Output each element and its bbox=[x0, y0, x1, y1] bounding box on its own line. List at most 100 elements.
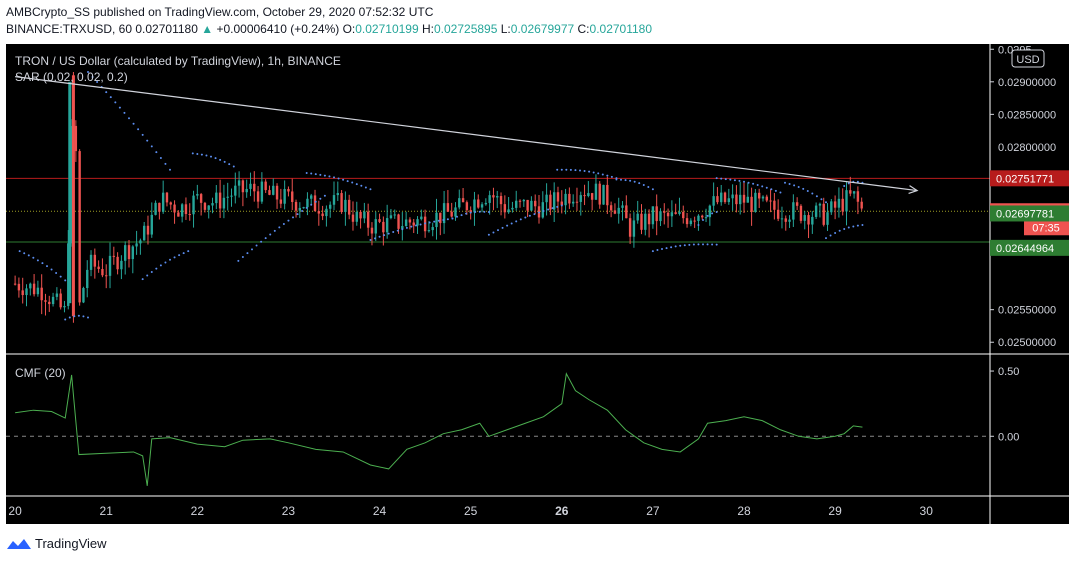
sar-dot bbox=[560, 168, 563, 171]
sar-dot bbox=[32, 256, 35, 259]
sar-dot bbox=[683, 244, 686, 247]
candle-body bbox=[761, 196, 765, 199]
candle-body bbox=[180, 204, 184, 217]
candle-body bbox=[93, 254, 97, 267]
candle-body bbox=[264, 181, 267, 191]
sar-dot bbox=[615, 178, 618, 181]
candle-body bbox=[321, 213, 324, 217]
candle-body bbox=[272, 185, 275, 195]
sar-dot bbox=[765, 186, 768, 189]
close-value: 0.02701180 bbox=[589, 22, 653, 36]
l-label: L: bbox=[500, 22, 511, 36]
candle-body bbox=[124, 245, 127, 261]
candle-body bbox=[55, 293, 59, 297]
candle-body bbox=[636, 213, 639, 221]
sar-dot bbox=[87, 316, 89, 319]
chart-area[interactable]: 20 21 22 23 24 25 26 27 28 29 30 0.02500000 0.025500… bbox=[0, 40, 1073, 534]
candle-body bbox=[590, 193, 594, 200]
candle-body bbox=[735, 194, 738, 205]
sar-dot bbox=[629, 179, 632, 182]
candle-body bbox=[522, 199, 526, 202]
price-tags: 0.027517710.0270118007:350.026977810.026… bbox=[990, 170, 1069, 256]
currency-badge[interactable]: USD bbox=[1011, 49, 1045, 68]
candle-body bbox=[666, 212, 670, 217]
candle-body bbox=[256, 191, 260, 202]
candle-body bbox=[275, 185, 279, 200]
candle-body bbox=[347, 199, 351, 215]
h-label: H: bbox=[422, 22, 434, 36]
sar-dot bbox=[200, 153, 203, 156]
sar-dot bbox=[560, 204, 563, 207]
candle-body bbox=[401, 226, 404, 229]
sar-dot bbox=[519, 218, 522, 221]
sar-dot bbox=[506, 224, 509, 227]
sar-dot bbox=[524, 216, 527, 219]
sar-dot bbox=[428, 221, 431, 224]
candle-body bbox=[287, 189, 290, 192]
candle-body bbox=[291, 191, 294, 202]
candle-body bbox=[370, 227, 374, 234]
sar-dot bbox=[114, 101, 117, 104]
sar-dot bbox=[241, 255, 244, 258]
sar-label: SAR (0.02, 0.02, 0.2) bbox=[15, 70, 128, 84]
sar-dot bbox=[715, 177, 718, 180]
sar-dot bbox=[319, 173, 322, 176]
sar-dot bbox=[542, 209, 545, 212]
sar-dot bbox=[474, 211, 477, 214]
candle-body bbox=[105, 275, 108, 277]
sar-dot bbox=[501, 226, 504, 229]
x-tick-label: 26 bbox=[555, 504, 569, 518]
candle-body bbox=[446, 203, 450, 212]
sar-dot bbox=[196, 152, 199, 155]
sar-dot bbox=[360, 184, 363, 187]
candle-body bbox=[632, 220, 636, 237]
sar-dot bbox=[743, 180, 745, 183]
high-value: 0.02725895 bbox=[434, 22, 498, 36]
sar-dot bbox=[77, 314, 80, 317]
sar-dot bbox=[159, 156, 162, 159]
sar-dot bbox=[697, 243, 700, 246]
price-tag-support bbox=[990, 205, 1069, 222]
sar-dot bbox=[811, 192, 814, 195]
candle-body bbox=[674, 212, 677, 214]
candle-body bbox=[196, 194, 199, 196]
candle-body bbox=[51, 296, 55, 305]
trendline bbox=[15, 76, 919, 194]
sar-dot bbox=[761, 185, 764, 188]
sar-dot bbox=[55, 271, 58, 274]
sar-dot bbox=[301, 209, 304, 212]
sar-dot bbox=[50, 268, 53, 271]
sar-dot bbox=[141, 278, 144, 281]
candle-body bbox=[484, 202, 488, 205]
candle-body bbox=[480, 204, 484, 208]
sar-dot bbox=[109, 96, 112, 99]
sar-dot bbox=[720, 177, 723, 180]
candle-body bbox=[518, 200, 522, 202]
sar-dot bbox=[843, 184, 846, 187]
sar-dot bbox=[606, 174, 609, 177]
candle-body bbox=[742, 194, 746, 203]
x-tick-label: 20 bbox=[8, 504, 22, 518]
publisher-line: AMBCrypto_SS published on TradingView.co… bbox=[6, 5, 434, 19]
footer-brand[interactable]: TradingView bbox=[6, 536, 107, 551]
spike-candle bbox=[68, 81, 72, 304]
sar-dot bbox=[219, 158, 222, 161]
sar-dot bbox=[223, 160, 226, 163]
sar-dot bbox=[711, 243, 714, 246]
candle-body bbox=[697, 215, 700, 221]
candle-body bbox=[393, 214, 396, 216]
candle-body bbox=[253, 183, 256, 192]
sar-dot bbox=[401, 228, 404, 231]
candle-body bbox=[628, 218, 632, 237]
sar-dot bbox=[369, 239, 372, 242]
sar-dot bbox=[779, 191, 782, 194]
sar-dot bbox=[141, 133, 144, 136]
candle-body bbox=[663, 211, 666, 213]
candle-body bbox=[579, 195, 582, 202]
candle-body bbox=[108, 255, 112, 276]
sar-dot bbox=[647, 186, 650, 189]
sar-dot bbox=[305, 171, 308, 174]
candle-body bbox=[97, 266, 100, 270]
candle-body bbox=[685, 218, 689, 225]
sar-dot bbox=[797, 185, 800, 188]
